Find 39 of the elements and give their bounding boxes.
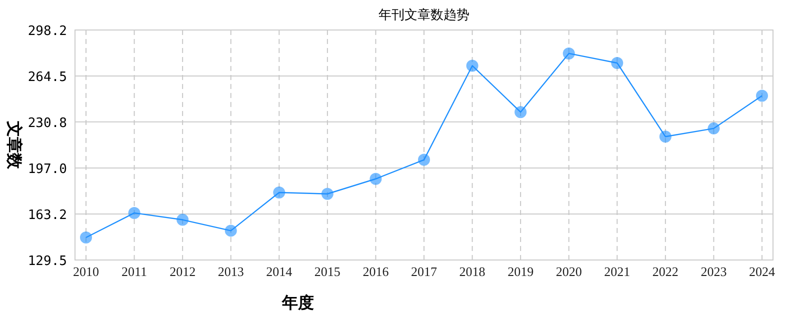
y-axis-title: 文章数 [5,120,23,170]
x-tick-label: 2024 [749,264,776,279]
point [466,60,478,72]
point [756,90,768,102]
x-tick-label: 2021 [604,264,630,279]
y-tick-label: 163.2 [28,208,67,224]
point [80,232,92,244]
x-tick-label: 2020 [556,264,582,279]
x-axis-title: 年度 [281,293,314,312]
x-tick-label: 2022 [652,264,678,279]
x-tick-label: 2015 [314,264,340,279]
point [128,206,140,219]
x-tick-label: 2016 [362,264,390,279]
point [418,154,430,166]
chart-title: 年刊文章数趋势 [378,7,470,22]
y-tick-label: 230.8 [28,116,67,131]
x-tick-label: 2018 [459,264,486,279]
y-tick-label: 197.0 [28,162,67,177]
y-tick-label: 298.2 [28,24,67,39]
y-tick-label: 129.5 [28,254,67,269]
x-tick-label: 2010 [73,264,99,279]
y-tick-label: 264.5 [28,70,67,85]
point [321,188,334,200]
point [370,172,382,185]
point [224,224,237,237]
x-tick-label: 2019 [508,264,534,279]
x-tick-label: 2023 [700,264,727,279]
point [562,47,575,60]
point [611,56,624,69]
point [273,186,286,199]
point [659,130,672,143]
point [176,214,189,226]
x-tick-label: 2013 [218,264,244,279]
x-tick-label: 2014 [266,264,293,279]
point [514,106,527,118]
x-tick-label: 2011 [122,264,148,279]
x-tick-label: 2012 [170,264,196,279]
x-tick-label: 2017 [411,264,438,279]
point [708,122,720,134]
